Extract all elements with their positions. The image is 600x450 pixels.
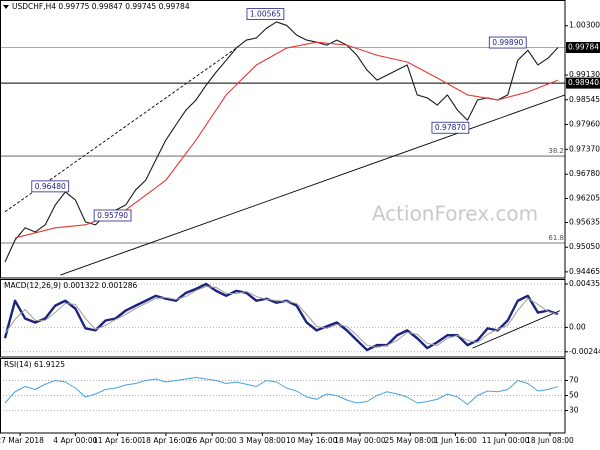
annotation-label: 0.97870 <box>435 123 466 132</box>
annotation-box <box>93 209 132 222</box>
x-tick-label: 4 Apr 00:00 <box>53 436 97 445</box>
series-line <box>4 21 559 263</box>
x-tick-label: 25 May 08:00 <box>384 436 436 445</box>
x-tick-label: 18 Apr 16:00 <box>141 436 190 445</box>
title-marker <box>3 5 9 9</box>
y-tick-label: 0.97370 <box>569 144 600 153</box>
y-tick-label: -0.002448 <box>569 347 600 356</box>
y-tick-label: 0.99130 <box>569 70 600 79</box>
y-tick-label: 0.98545 <box>569 95 600 104</box>
panel-title: USDCHF,H4 0.99775 0.99847 0.99745 0.9978… <box>12 2 190 11</box>
y-tick-label: 0.96205 <box>569 193 600 202</box>
panel-frame <box>0 0 566 279</box>
annotation-label: 0.99890 <box>492 38 523 47</box>
y-tick-label: 0.00 <box>569 322 586 331</box>
trendline <box>60 94 565 276</box>
level-label: 0.98940 <box>568 78 599 87</box>
y-tick-label: 0.95635 <box>569 218 600 227</box>
series-line <box>3 282 559 352</box>
x-tick-label: 18 May 00:00 <box>334 436 386 445</box>
y-tick-label: 1.00300 <box>569 21 600 30</box>
x-tick-label: 11 Apr 16:00 <box>93 436 142 445</box>
y-tick-label: 70 <box>569 376 579 385</box>
panel-title: RSI(14) 61.9125 <box>4 360 65 369</box>
annotation-label: 1.00565 <box>250 10 281 19</box>
series-line <box>4 377 559 405</box>
y-tick-label: 0.96780 <box>569 169 600 178</box>
fib-label: 61.8 <box>548 234 564 242</box>
panel-title: MACD(12,26,9) 0.001322 0.001286 <box>4 281 138 290</box>
panel-frame <box>0 279 566 358</box>
panel: ActionForex.com 38.2 61.8 <box>0 21 565 276</box>
x-tick-label: 18 Jun 08:00 <box>526 436 574 445</box>
trendline <box>472 310 561 349</box>
x-tick-label: 27 Mar 2018 <box>0 436 44 445</box>
x-tick-label: 11 Jun 00:00 <box>482 436 530 445</box>
y-tick-label: 0.94465 <box>569 267 600 276</box>
series-line <box>4 285 559 348</box>
x-tick-label: 26 Apr 00:00 <box>188 436 237 445</box>
panel-frame <box>0 358 566 434</box>
level-box <box>566 42 600 54</box>
watermark: ActionForex.com <box>372 202 538 226</box>
level-label: 0.99784 <box>568 43 599 52</box>
x-tick-label: 10 May 16:00 <box>286 436 338 445</box>
y-tick-label: 30 <box>569 406 579 415</box>
annotation-label: 0.96480 <box>35 182 66 191</box>
annotation-box <box>246 8 285 20</box>
y-tick-label: 50 <box>569 391 579 400</box>
annotation-box <box>488 36 527 49</box>
annotation-label: 0.95790 <box>97 211 128 220</box>
y-tick-label: 0.95050 <box>569 242 600 251</box>
panel <box>0 282 565 353</box>
fib-label: 38.2 <box>548 147 564 155</box>
x-tick-label: 3 May 08:00 <box>239 436 286 445</box>
panel <box>0 377 565 411</box>
level-box <box>566 77 600 89</box>
y-tick-label: 0.97960 <box>569 119 600 128</box>
x-tick-label: 1 Jun 16:00 <box>434 436 477 445</box>
annotation-box <box>431 121 470 134</box>
y-tick-label: 0.004351 <box>569 279 600 288</box>
annotation-box <box>31 180 70 193</box>
